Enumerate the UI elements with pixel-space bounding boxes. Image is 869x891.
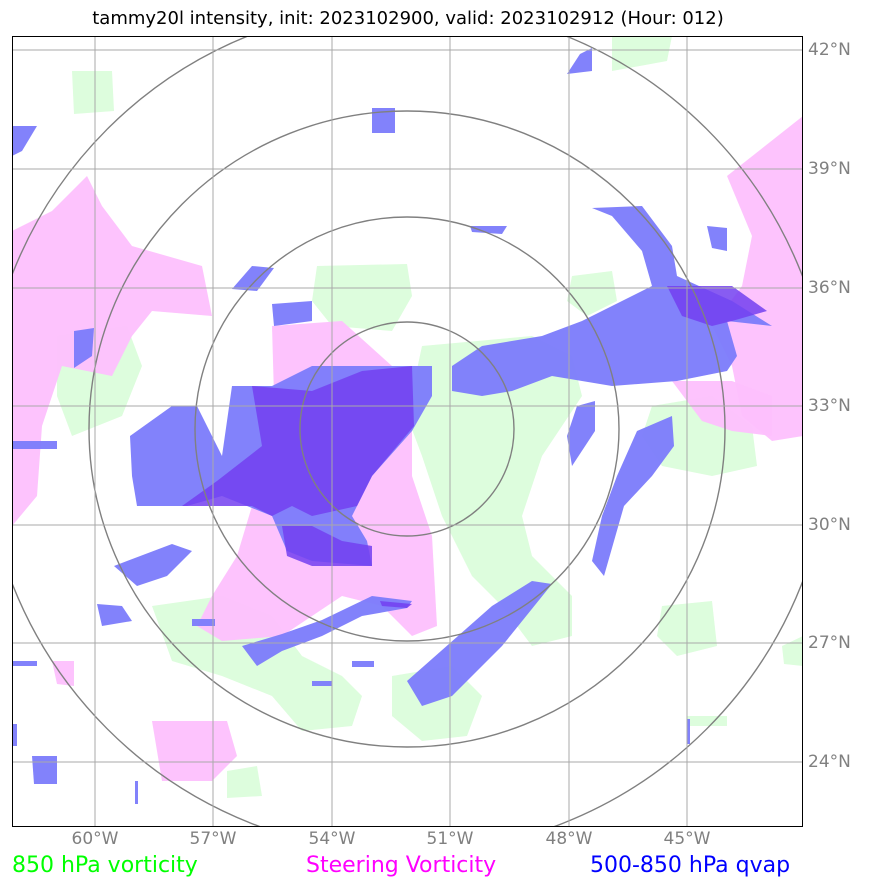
graticule	[12, 36, 803, 827]
lon-label-45w: 45°W	[663, 829, 711, 849]
map-frame	[12, 36, 803, 827]
legend-qvap: 500-850 hPa qvap	[590, 853, 791, 878]
lat-label-27n: 27°N	[808, 633, 851, 653]
lat-label-39n: 39°N	[808, 159, 851, 179]
lon-label-51w: 51°W	[426, 829, 474, 849]
lat-label-24n: 24°N	[808, 752, 851, 772]
legend-steering-vorticity: Steering Vorticity	[306, 853, 497, 878]
lon-label-57w: 57°W	[189, 829, 237, 849]
lat-label-42n: 42°N	[808, 40, 851, 60]
lat-label-30n: 30°N	[808, 515, 851, 535]
map-title: tammy20l intensity, init: 2023102900, va…	[92, 8, 724, 29]
lon-label-48w: 48°W	[545, 829, 593, 849]
lon-label-54w: 54°W	[308, 829, 356, 849]
overlap-contours	[182, 286, 767, 608]
lat-label-33n: 33°N	[808, 396, 851, 416]
lon-label-60w: 60°W	[71, 829, 119, 849]
map-panel	[12, 36, 803, 827]
legend-850-vorticity: 850 hPa vorticity	[12, 853, 198, 878]
range-rings	[12, 36, 803, 827]
lat-label-36n: 36°N	[808, 278, 851, 298]
